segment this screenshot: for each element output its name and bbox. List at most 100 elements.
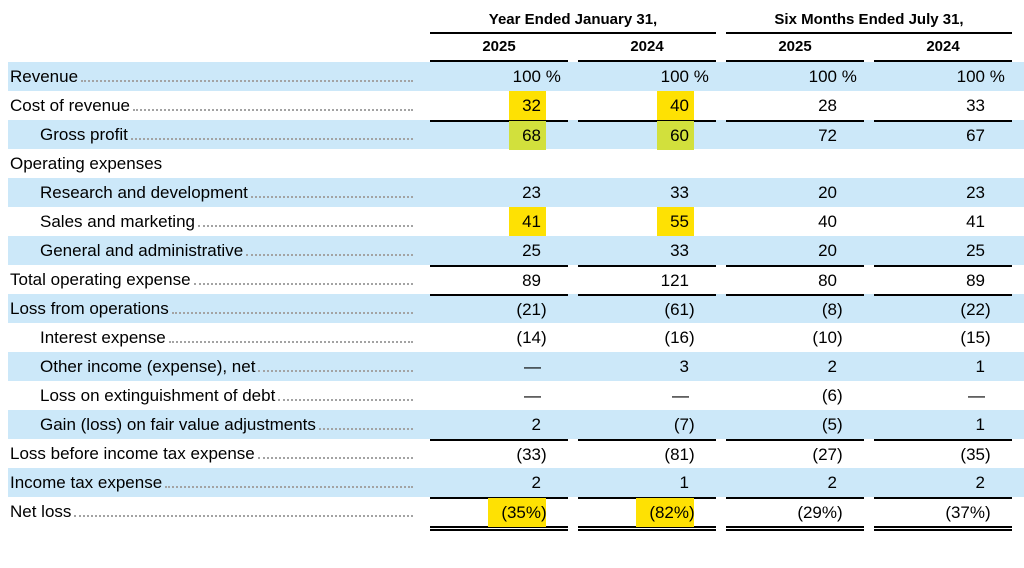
cell-value: 33 <box>670 183 689 202</box>
dotted-leader <box>318 427 413 430</box>
dotted-leader <box>257 456 413 459</box>
table-row-total-operating-expense: Total operating expense 89 121 80 89 <box>8 265 1024 294</box>
value-cell: 89 <box>430 265 568 294</box>
cell-value: 40 <box>818 212 837 231</box>
row-label-text: Operating expenses <box>10 154 163 173</box>
cell-value: (61 <box>664 300 689 319</box>
row-label-text: Net loss <box>10 502 72 521</box>
value-cell: (37%) <box>874 497 1012 531</box>
value-cell: — <box>430 381 568 410</box>
row-label: General and administrative <box>8 236 420 265</box>
value-cell: 80 <box>726 265 864 294</box>
value-cell: (14) <box>430 323 568 352</box>
dotted-leader <box>168 340 413 343</box>
cell-value: 20 <box>818 241 837 260</box>
table-row-loss-before-income-tax-expense: Loss before income tax expense (33) (81) (2… <box>8 439 1024 468</box>
value-cell: 100 % <box>874 62 1012 91</box>
value-cell: 67 <box>874 120 1012 149</box>
row-label: Research and development <box>8 178 420 207</box>
dotted-leader <box>250 195 413 198</box>
value-cell: 20 <box>726 178 864 207</box>
highlight-mark: 60 <box>657 121 694 150</box>
value-cell: 121 <box>578 265 716 294</box>
cell-value: (22 <box>960 300 985 319</box>
value-cell: (81) <box>578 439 716 468</box>
cell-value: — <box>524 357 541 376</box>
dotted-leader <box>74 514 413 517</box>
cell-value: — <box>968 386 985 405</box>
value-cell: (8) <box>726 294 864 323</box>
value-cell: 55 <box>578 207 716 236</box>
year-header-row: 2025 2024 2025 2024 <box>8 34 1024 62</box>
cell-value: (27 <box>812 445 837 464</box>
row-label: Loss on extinguishment of debt <box>8 381 420 410</box>
cell-value: (5 <box>821 415 837 434</box>
value-cell: 1 <box>874 410 1012 439</box>
cell-value: 2 <box>531 473 541 492</box>
row-label: Revenue <box>8 62 420 91</box>
row-label-text: Interest expense <box>40 328 166 347</box>
table-row-net-loss: Net loss (35%) (82%) (29%) (37%) <box>8 497 1024 531</box>
value-cell: 100 % <box>726 62 864 91</box>
value-cell: (82%) <box>578 497 716 531</box>
row-label-text: Revenue <box>10 67 79 86</box>
column-group-year-ended-jan31: Year Ended January 31, <box>430 8 716 34</box>
row-label-text: Cost of revenue <box>10 96 131 115</box>
value-cell <box>578 149 716 178</box>
dotted-leader <box>130 137 413 140</box>
table-row-interest-expense: Interest expense (14) (16) (10) (15) <box>8 323 1024 352</box>
value-cell <box>726 149 864 178</box>
cell-value: (35% <box>501 503 541 522</box>
dotted-leader <box>171 311 413 314</box>
value-cell <box>430 149 568 178</box>
cell-value: 41 <box>522 212 541 231</box>
cell-value: (82% <box>649 503 689 522</box>
dotted-leader <box>278 398 413 401</box>
cell-value: 3 <box>679 357 689 376</box>
financial-statement-table: Year Ended January 31, Six Months Ended … <box>0 8 1024 568</box>
cell-value: (6 <box>821 386 837 405</box>
cell-value: (10 <box>812 328 837 347</box>
value-cell: (15) <box>874 323 1012 352</box>
table-row-general-and-administrative: General and administrative 25 33 20 25 <box>8 236 1024 265</box>
value-cell: — <box>874 381 1012 410</box>
value-cell: 2 <box>430 468 568 497</box>
table-body: Revenue 100 % 100 % 100 % 100 % Cost of reven… <box>0 62 1024 531</box>
value-cell: (35) <box>874 439 1012 468</box>
dotted-leader <box>246 253 413 256</box>
value-cell: 23 <box>430 178 568 207</box>
value-cell: 41 <box>874 207 1012 236</box>
value-cell: 100 % <box>430 62 568 91</box>
cell-value: 1 <box>975 357 985 376</box>
table-row-revenue: Revenue 100 % 100 % 100 % 100 % <box>8 62 1024 91</box>
value-cell: (10) <box>726 323 864 352</box>
cell-value: (35 <box>960 445 985 464</box>
cell-value: (81 <box>664 445 689 464</box>
row-label-text: Gross profit <box>40 125 128 144</box>
cell-value: 1 <box>975 415 985 434</box>
column-group-header-row: Year Ended January 31, Six Months Ended … <box>8 8 1024 34</box>
cell-value: — <box>672 386 689 405</box>
table-row-loss-on-extinguishment-of-debt: Loss on extinguishment of debt — — (6) — <box>8 381 1024 410</box>
value-cell: (35%) <box>430 497 568 531</box>
value-cell: 68 <box>430 120 568 150</box>
cell-value: 41 <box>966 212 985 231</box>
cell-value: — <box>524 386 541 405</box>
cell-value: (33 <box>516 445 541 464</box>
row-label-text: Other income (expense), net <box>40 357 256 376</box>
row-label: Interest expense <box>8 323 420 352</box>
value-cell: — <box>578 381 716 410</box>
row-label: Gain (loss) on fair value adjustments <box>8 410 420 439</box>
value-cell: (29%) <box>726 497 864 531</box>
row-label-text: Loss on extinguishment of debt <box>40 386 276 405</box>
value-cell: (5) <box>726 410 864 439</box>
table-row-cost-of-revenue: Cost of revenue 32 40 28 33 <box>8 91 1024 120</box>
value-cell: 33 <box>578 178 716 207</box>
value-cell: 100 % <box>578 62 716 91</box>
cell-value: 25 <box>522 241 541 260</box>
value-cell: 41 <box>430 207 568 236</box>
value-cell: (61) <box>578 294 716 323</box>
value-cell: (27) <box>726 439 864 468</box>
row-label-text: Research and development <box>40 183 248 202</box>
value-cell: 60 <box>578 120 716 150</box>
